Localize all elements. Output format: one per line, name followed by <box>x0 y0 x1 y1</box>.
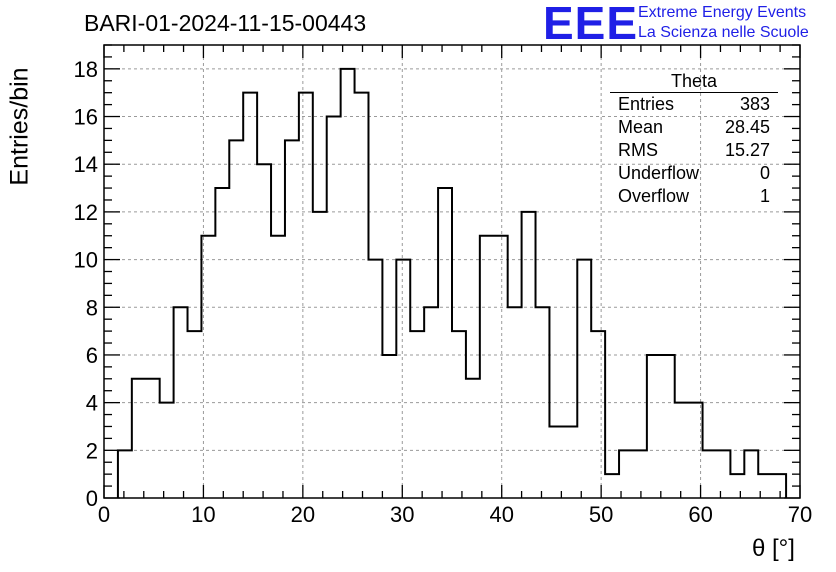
histogram-bin <box>577 260 591 498</box>
histogram-bin <box>494 236 508 498</box>
histogram-bin <box>299 93 313 498</box>
x-tick-label: 60 <box>688 502 712 527</box>
x-axis-label: θ [°] <box>752 535 795 562</box>
y-tick-label: 0 <box>86 486 98 511</box>
stats-label: Entries <box>618 94 675 114</box>
y-tick-label: 18 <box>74 57 98 82</box>
y-tick-label: 14 <box>74 152 98 177</box>
histogram-bin <box>563 426 577 498</box>
y-tick-label: 2 <box>86 438 98 463</box>
histogram-bin <box>215 188 229 498</box>
histogram-bin <box>549 426 563 498</box>
histogram-bin <box>703 450 717 498</box>
histogram-bin <box>382 355 396 498</box>
logo-mark: EEE <box>543 0 639 49</box>
histogram-bin <box>591 331 605 498</box>
stats-label: Underflow <box>618 163 700 183</box>
histogram-bin <box>647 355 661 498</box>
stats-label: RMS <box>618 140 658 160</box>
histogram-bin <box>285 140 299 498</box>
stats-value: 383 <box>739 94 770 114</box>
x-tick-label: 10 <box>191 502 215 527</box>
x-tick-label: 50 <box>589 502 613 527</box>
stats-title: Theta <box>610 70 778 93</box>
histogram-bin <box>118 450 132 498</box>
histogram-bin <box>633 450 647 498</box>
stats-row-underflow: Underflow 0 <box>610 162 778 185</box>
histogram-bin <box>522 212 536 498</box>
stats-row-mean: Mean 28.45 <box>610 116 778 139</box>
histogram-bin <box>619 450 633 498</box>
histogram-bin <box>772 474 786 498</box>
stats-label: Mean <box>618 117 664 137</box>
y-tick-label: 4 <box>86 391 98 416</box>
y-tick-label: 10 <box>74 248 98 273</box>
histogram-bin <box>257 164 271 498</box>
histogram-bin <box>355 93 369 498</box>
y-axis-label: Entries/bin <box>5 67 34 186</box>
histogram-bin <box>605 474 619 498</box>
stats-row-rms: RMS 15.27 <box>610 139 778 162</box>
stats-value: 0 <box>759 163 770 183</box>
histogram-bin <box>466 379 480 498</box>
histogram-bin <box>716 450 730 498</box>
histogram-bin <box>229 140 243 498</box>
histogram-bin <box>243 93 257 498</box>
y-tick-label: 6 <box>86 343 98 368</box>
logo-line-1: Extreme Energy Events <box>638 4 807 21</box>
histogram-bin <box>188 331 202 498</box>
histogram-series <box>116 67 788 498</box>
histogram-bin <box>174 307 188 498</box>
x-tick-label: 0 <box>98 502 110 527</box>
x-tick-label: 20 <box>291 502 315 527</box>
chart-title: BARI-01-2024-11-15-00443 <box>84 10 367 36</box>
histogram-bin <box>410 331 424 498</box>
histogram-bin <box>730 474 744 498</box>
histogram-outline <box>116 67 788 498</box>
histogram-bin <box>368 260 382 498</box>
stats-value: 28.45 <box>724 117 770 137</box>
histogram-bin <box>341 69 355 498</box>
x-tick-label: 30 <box>390 502 414 527</box>
logo-line-2: La Scienza nelle Scuole <box>638 24 809 41</box>
axis-ticks <box>103 44 801 499</box>
stats-row-overflow: Overflow 1 <box>610 185 778 208</box>
histogram-bin <box>396 260 410 498</box>
x-tick-label: 40 <box>489 502 513 527</box>
stats-value: 15.27 <box>724 140 770 160</box>
histogram-bin <box>132 379 146 498</box>
stats-label: Overflow <box>618 186 690 206</box>
histogram-bin <box>271 236 285 498</box>
y-tick-label: 8 <box>86 295 98 320</box>
histogram-bin <box>661 355 675 498</box>
stats-row-entries: Entries 383 <box>610 93 778 116</box>
y-tick-label: 12 <box>74 200 98 225</box>
histogram-bin <box>480 236 494 498</box>
stats-value: 1 <box>759 186 770 206</box>
histogram-bin <box>438 188 452 498</box>
histogram-bin <box>146 379 160 498</box>
stats-box: Theta Entries 383 Mean 28.45 RMS 15.27 U… <box>610 70 778 208</box>
x-tick-label: 70 <box>788 502 812 527</box>
y-tick-label: 16 <box>74 105 98 130</box>
histogram-bin <box>744 450 758 498</box>
histogram-bin <box>452 331 466 498</box>
